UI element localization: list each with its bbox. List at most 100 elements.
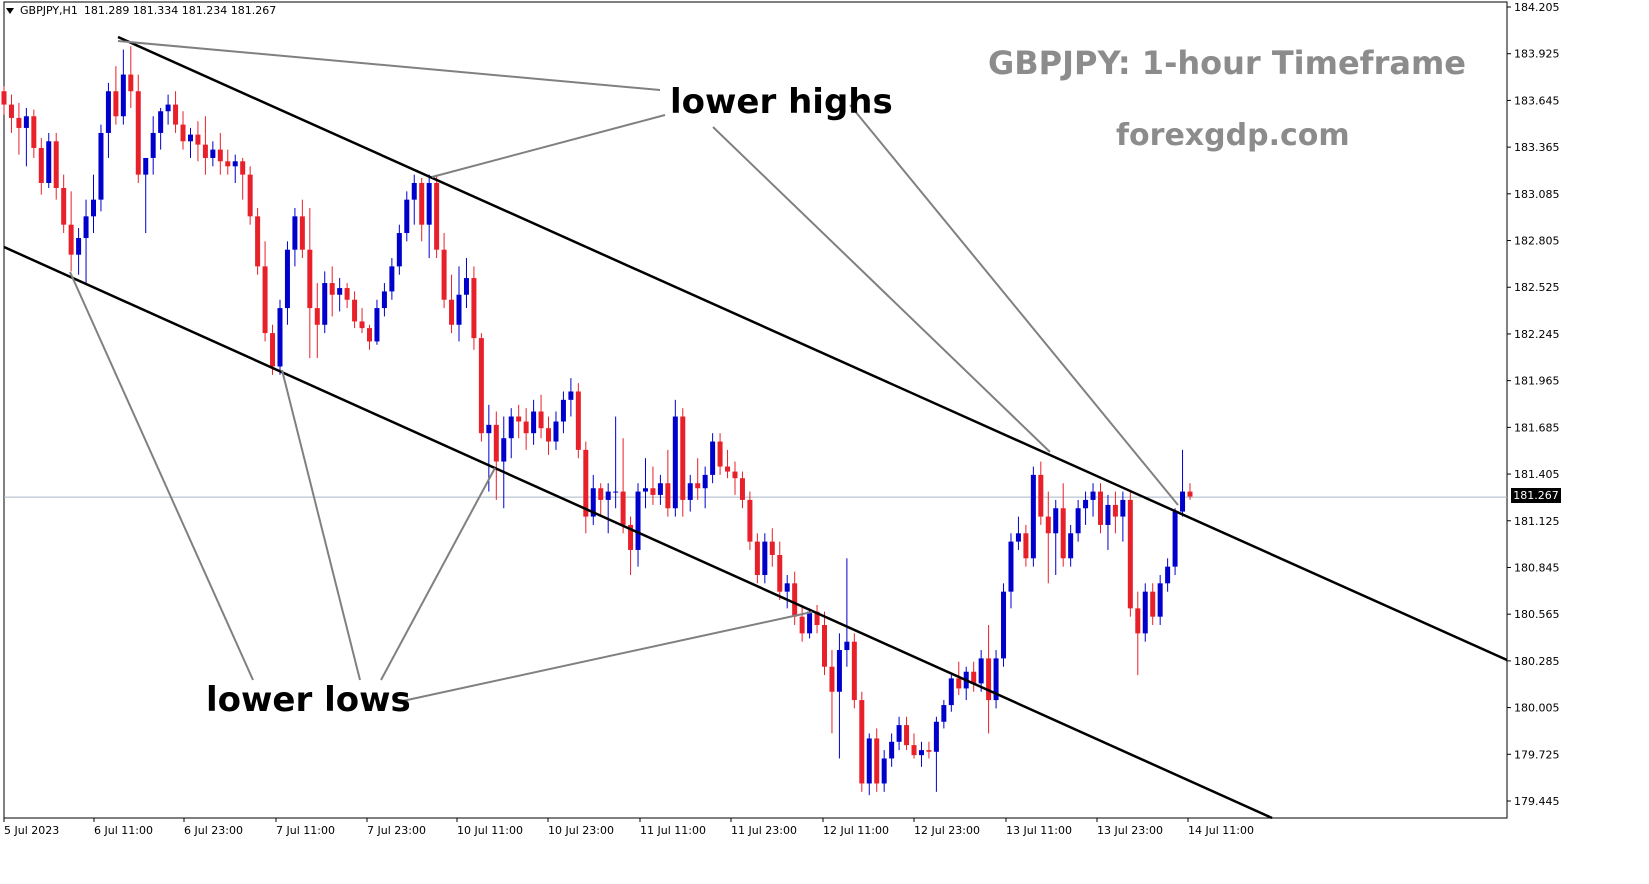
- candle: [135, 74, 141, 183]
- candle-body: [419, 182, 425, 225]
- candle-body: [598, 488, 604, 500]
- y-tick-label: 183.085: [1514, 188, 1560, 201]
- candle-body: [672, 416, 678, 509]
- candle: [583, 441, 589, 534]
- candle: [299, 199, 305, 259]
- candle: [516, 404, 522, 439]
- watermark-site: forexgdp.com: [1116, 118, 1350, 153]
- candle: [1180, 449, 1186, 517]
- candle-body: [426, 182, 432, 225]
- candle-body: [732, 471, 738, 479]
- candle-body: [725, 466, 731, 472]
- candle-body: [896, 725, 902, 742]
- x-tick-label: 11 Jul 23:00: [731, 824, 797, 837]
- candle: [307, 208, 313, 359]
- candle-body: [1157, 583, 1163, 617]
- candle: [732, 461, 738, 495]
- candle-body: [262, 266, 268, 334]
- candle: [657, 474, 663, 505]
- candle: [98, 124, 104, 212]
- candle-body: [560, 399, 566, 422]
- candle-body: [180, 124, 186, 142]
- candle-body: [851, 641, 857, 701]
- candle: [814, 605, 820, 634]
- candle-body: [1187, 491, 1193, 497]
- candle-body: [986, 658, 992, 701]
- candle: [359, 308, 365, 334]
- candle: [210, 141, 216, 167]
- candle: [187, 127, 193, 158]
- candle-body: [881, 758, 887, 784]
- candle: [1135, 591, 1141, 676]
- x-tick-label: 7 Jul 23:00: [367, 824, 426, 837]
- candle: [493, 411, 499, 500]
- candle-body: [918, 750, 924, 756]
- candle-body: [16, 117, 22, 128]
- candle: [881, 750, 887, 792]
- candle: [642, 458, 648, 509]
- candle: [687, 474, 693, 512]
- annotation-lower-highs: lower highs: [670, 82, 893, 122]
- candle: [747, 491, 753, 550]
- y-tick-label: 180.565: [1514, 608, 1560, 621]
- candle-body: [210, 149, 216, 158]
- candle-body: [225, 161, 231, 167]
- candle: [389, 258, 395, 300]
- candle: [1105, 494, 1111, 550]
- candle-body: [247, 174, 253, 217]
- candle: [366, 324, 372, 350]
- candle-body: [374, 308, 380, 342]
- candle-body: [38, 147, 44, 183]
- candle: [725, 449, 731, 479]
- candle-body: [575, 391, 581, 450]
- candle: [575, 383, 581, 459]
- chart-header: GBPJPY,H1 181.289 181.334 181.234 181.26…: [6, 4, 276, 17]
- candle: [449, 274, 455, 334]
- candle-body: [523, 421, 529, 434]
- candle: [292, 208, 298, 267]
- y-tick-label: 182.805: [1514, 235, 1560, 248]
- candle-body: [583, 449, 589, 517]
- candle: [277, 299, 283, 375]
- y-tick-label: 181.685: [1514, 421, 1560, 434]
- candle-body: [792, 583, 798, 617]
- candle: [1075, 499, 1081, 542]
- candle-body: [68, 224, 74, 255]
- candle: [91, 174, 97, 234]
- candle: [419, 177, 425, 242]
- candle: [859, 691, 865, 792]
- candle: [1068, 524, 1074, 567]
- candle: [120, 49, 126, 125]
- candle: [217, 132, 223, 175]
- candle-body: [747, 499, 753, 542]
- candle-body: [1135, 608, 1141, 634]
- candle: [1172, 508, 1178, 575]
- candle: [948, 675, 954, 712]
- candle-body: [105, 91, 111, 133]
- candle-body: [1001, 591, 1007, 659]
- candle: [993, 650, 999, 709]
- candle-body: [1068, 533, 1074, 559]
- candle-body: [635, 491, 641, 550]
- annotation-pointer-line: [380, 467, 496, 681]
- candle-body: [98, 132, 104, 200]
- y-tick-label: 182.245: [1514, 328, 1560, 341]
- candle: [240, 157, 246, 200]
- candle-body: [187, 134, 193, 142]
- candle-body: [1, 91, 7, 105]
- dropdown-triangle-icon[interactable]: [6, 7, 14, 14]
- annotation-lower-lows: lower lows: [206, 680, 411, 720]
- candle: [956, 661, 962, 696]
- candle: [836, 633, 842, 759]
- candle: [754, 533, 760, 584]
- candle: [322, 271, 328, 334]
- candle: [933, 716, 939, 792]
- candle: [352, 291, 358, 329]
- candle: [560, 391, 566, 434]
- candle: [799, 605, 805, 642]
- candle-body: [46, 141, 52, 183]
- candle-body: [1127, 499, 1133, 609]
- x-tick-label: 6 Jul 11:00: [94, 824, 153, 837]
- candle-body: [516, 416, 522, 422]
